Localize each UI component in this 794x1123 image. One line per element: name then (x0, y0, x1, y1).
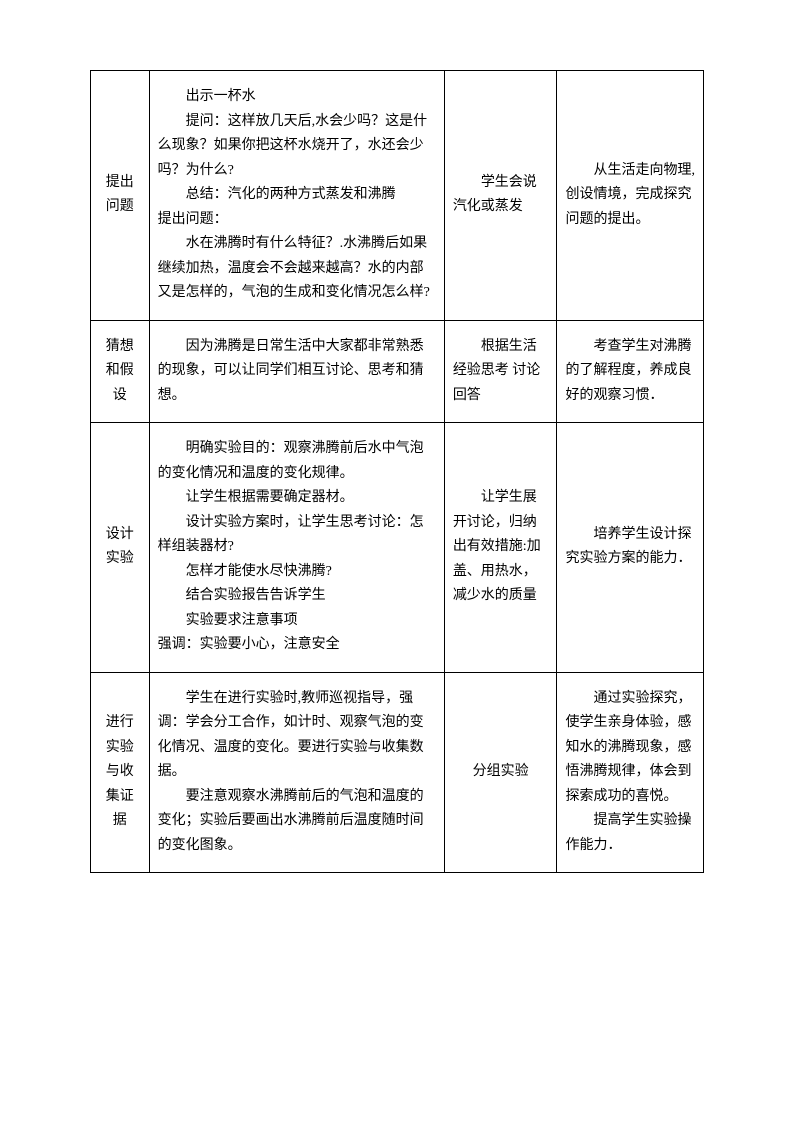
purpose-cell: 从生活走向物理,创设情境，完成探究问题的提出。 (557, 71, 704, 321)
purpose-text: 通过实验探究，使学生亲身体验，感知水的沸腾现象，感悟沸腾规律，体会到探索成功的喜… (565, 687, 695, 810)
teacher-text: 提出问题： (158, 208, 436, 233)
teacher-text: 明确实验目的：观察沸腾前后水中气泡的变化情况和温度的变化规律。 (158, 437, 436, 486)
student-activity-cell: 根据生活经验思考 讨论 回答 (444, 320, 557, 423)
teacher-text: 水在沸腾时有什么特征？.水沸腾后如果继续加热，温度会不会越来越高？水的内部又是怎… (158, 232, 436, 306)
teacher-text: 学生在进行实验时,教师巡视指导，强调：学会分工合作，如计时、观察气泡的变化情况、… (158, 687, 436, 785)
purpose-cell: 通过实验探究，使学生亲身体验，感知水的沸腾现象，感悟沸腾规律，体会到探索成功的喜… (557, 672, 704, 873)
row-label-cell: 猜想和假设 (91, 320, 150, 423)
student-text: 学生会说汽化或蒸发 (453, 171, 549, 220)
student-activity-cell: 学生会说汽化或蒸发 (444, 71, 557, 321)
teacher-text: 提问：这样放几天后,水会少吗？这是什么现象？如果你把这杯水烧开了，水还会少吗？为… (158, 110, 436, 184)
student-text: 让学生展开讨论，归纳出有效措施:加盖、用热水，减少水的质量 (453, 486, 549, 609)
table-row: 设计实验 明确实验目的：观察沸腾前后水中气泡的变化情况和温度的变化规律。 让学生… (91, 423, 704, 673)
purpose-text: 考查学生对沸腾的了解程度，养成良好的观察习惯． (565, 335, 695, 409)
row-label-cell: 进行实验与收集证据 (91, 672, 150, 873)
teacher-text: 总结：汽化的两种方式蒸发和沸腾 (158, 183, 436, 208)
teacher-text: 让学生根据需要确定器材。 (158, 486, 436, 511)
teacher-activity-cell: 学生在进行实验时,教师巡视指导，强调：学会分工合作，如计时、观察气泡的变化情况、… (149, 672, 444, 873)
student-activity-cell: 让学生展开讨论，归纳出有效措施:加盖、用热水，减少水的质量 (444, 423, 557, 673)
purpose-cell: 考查学生对沸腾的了解程度，养成良好的观察习惯． (557, 320, 704, 423)
table-row: 猜想和假设 因为沸腾是日常生活中大家都非常熟悉的现象，可以让同学们相互讨论、思考… (91, 320, 704, 423)
purpose-text: 培养学生设计探究实验方案的能力． (565, 523, 695, 572)
teacher-text: 要注意观察水沸腾前后的气泡和温度的变化；实验后要画出水沸腾前后温度随时间的变化图… (158, 785, 436, 859)
teacher-activity-cell: 出示一杯水 提问：这样放几天后,水会少吗？这是什么现象？如果你把这杯水烧开了，水… (149, 71, 444, 321)
student-activity-cell: 分组实验 (444, 672, 557, 873)
row-label-cell: 设计实验 (91, 423, 150, 673)
teacher-text: 设计实验方案时，让学生思考讨论：怎样组装器材? (158, 511, 436, 560)
teacher-text: 出示一杯水 (158, 85, 436, 110)
table-row: 提出问题 出示一杯水 提问：这样放几天后,水会少吗？这是什么现象？如果你把这杯水… (91, 71, 704, 321)
lesson-plan-table: 提出问题 出示一杯水 提问：这样放几天后,水会少吗？这是什么现象？如果你把这杯水… (90, 70, 704, 873)
teacher-text: 实验要求注意事项 (158, 609, 436, 634)
student-text: 分组实验 (453, 760, 549, 785)
row-label: 提出问题 (106, 175, 134, 215)
table-row: 进行实验与收集证据 学生在进行实验时,教师巡视指导，强调：学会分工合作，如计时、… (91, 672, 704, 873)
purpose-cell: 培养学生设计探究实验方案的能力． (557, 423, 704, 673)
teacher-text: 因为沸腾是日常生活中大家都非常熟悉的现象，可以让同学们相互讨论、思考和猜想。 (158, 335, 436, 409)
row-label: 设计实验 (106, 527, 134, 567)
row-label: 猜想和假设 (106, 339, 134, 403)
teacher-activity-cell: 因为沸腾是日常生活中大家都非常熟悉的现象，可以让同学们相互讨论、思考和猜想。 (149, 320, 444, 423)
teacher-text: 强调：实验要小心，注意安全 (158, 633, 436, 658)
teacher-text: 结合实验报告告诉学生 (158, 584, 436, 609)
purpose-text: 提高学生实验操作能力． (565, 809, 695, 858)
row-label: 进行实验与收集证据 (106, 715, 134, 828)
purpose-text: 从生活走向物理,创设情境，完成探究问题的提出。 (565, 159, 695, 233)
teacher-text: 怎样才能使水尽快沸腾? (158, 560, 436, 585)
teacher-activity-cell: 明确实验目的：观察沸腾前后水中气泡的变化情况和温度的变化规律。 让学生根据需要确… (149, 423, 444, 673)
student-text: 根据生活经验思考 讨论 回答 (453, 335, 549, 409)
row-label-cell: 提出问题 (91, 71, 150, 321)
